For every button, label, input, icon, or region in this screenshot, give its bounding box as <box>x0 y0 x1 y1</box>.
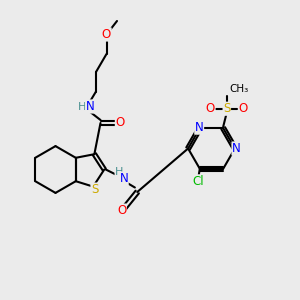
Text: N: N <box>85 100 94 113</box>
Text: S: S <box>223 102 230 115</box>
Text: Cl: Cl <box>193 175 204 188</box>
Text: N: N <box>119 172 128 185</box>
Text: O: O <box>102 28 111 41</box>
Text: O: O <box>117 204 126 217</box>
Text: O: O <box>239 102 248 115</box>
Text: CH₃: CH₃ <box>230 84 249 94</box>
Text: O: O <box>206 102 215 115</box>
Text: H: H <box>115 167 124 177</box>
Text: N: N <box>232 142 241 155</box>
Text: S: S <box>91 183 98 196</box>
Text: N: N <box>195 121 204 134</box>
Text: O: O <box>116 116 124 130</box>
Text: H: H <box>77 101 86 112</box>
